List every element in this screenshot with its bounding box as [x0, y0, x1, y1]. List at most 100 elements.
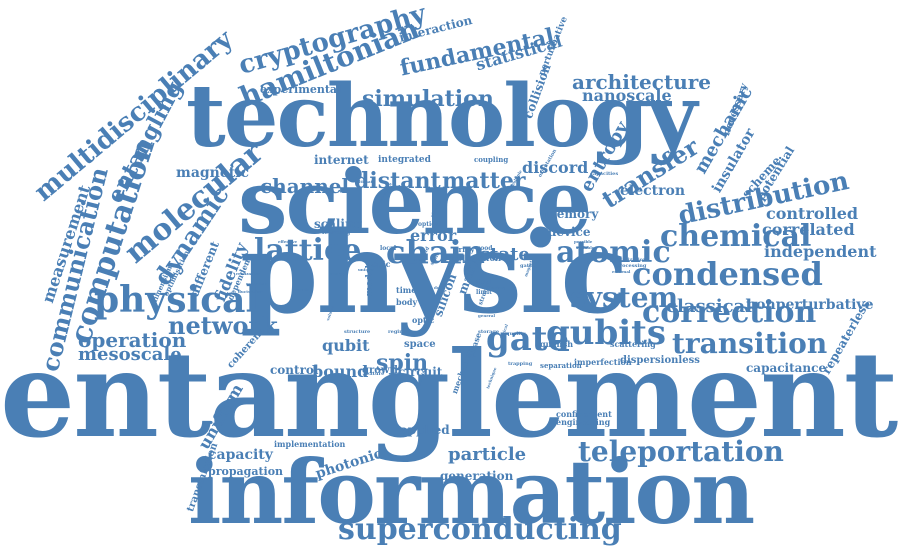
word-growth: growth [362, 365, 402, 376]
word-condensed: condensed [632, 255, 823, 293]
word-propagation: propagation [208, 465, 284, 478]
word-spin: spin [376, 350, 429, 376]
word-local: local [380, 245, 397, 252]
word-trapping: trapping [508, 361, 533, 367]
word-technology: technology [186, 66, 697, 167]
word-scattering: scattering [610, 339, 656, 349]
word-correction: correction [642, 295, 817, 330]
word-learning: learning [322, 229, 351, 236]
word-system: system [570, 281, 679, 314]
word-state: state [480, 244, 530, 265]
word-array: array [454, 245, 475, 254]
word-chemical: chemical [660, 219, 812, 254]
word-gate: gate [486, 319, 570, 359]
word-capacitance: capacitance [746, 361, 827, 375]
word-operation: operation [78, 328, 187, 352]
word-localization: localization [614, 257, 647, 263]
word-superconducting: superconducting [338, 512, 622, 547]
word-simulation: simulation [362, 86, 494, 112]
word-field: field [476, 279, 491, 286]
word-processing: processing [616, 263, 647, 269]
word-scalable: scalable [576, 245, 595, 250]
word-physic: physic [240, 208, 629, 339]
word-bosonic: bosonic [292, 287, 310, 292]
word-magnetic: magnetic [176, 165, 250, 181]
word-ultimate: ultimate [356, 179, 376, 184]
word-regime: regime [388, 329, 408, 335]
word-realization: realization [236, 271, 261, 276]
word-internet: internet [314, 153, 369, 167]
word-feature: feature [364, 371, 385, 377]
word-body: body [396, 297, 418, 307]
word-optical: optical [418, 221, 442, 228]
word-chain: chain [386, 233, 485, 271]
word-quench: quench [540, 339, 574, 349]
word-independent: independent [764, 242, 877, 261]
word-generation: generation [440, 469, 514, 483]
word-time: time [396, 285, 417, 295]
word-memory: memory [544, 207, 599, 221]
word-device: device [548, 225, 591, 239]
word-discord: discord [522, 158, 589, 177]
word-dot: dot [434, 285, 442, 290]
word-applied: applied [400, 423, 450, 437]
word-architecture: architecture [572, 70, 711, 94]
word-unique: unique [358, 267, 374, 272]
word-channel: channel [260, 174, 350, 198]
word-good: good [476, 245, 493, 252]
word-effective: effective [278, 239, 298, 244]
word-atomic: atomic [556, 235, 671, 270]
word-distant: distant [354, 168, 441, 194]
word-matter: matter [442, 168, 526, 194]
word-possible: possible [574, 239, 593, 244]
word-energy: energy [330, 271, 346, 276]
word-particle: particle [448, 444, 527, 465]
word-error: error [410, 226, 457, 245]
word-entanglement: entanglement [0, 325, 898, 464]
word-integrated: integrated [378, 155, 431, 165]
word-quality: quality [506, 331, 526, 337]
word-storage: storage [478, 329, 500, 335]
word-confinement: confinement [556, 409, 612, 419]
word-space: space [404, 339, 436, 350]
word-evolution: evolution [246, 281, 267, 286]
word-optic: optic [412, 315, 435, 325]
word-experimental: experimental [260, 83, 342, 96]
word-physical: physical [94, 279, 260, 321]
word-correlated: correlated [762, 220, 855, 239]
word-teleportation: teleportation [578, 435, 784, 468]
word-wave: wave [414, 257, 425, 262]
word-nanoscale: nanoscale [582, 86, 672, 105]
word-qubits: qubits [546, 313, 667, 353]
word-separation: separation [540, 361, 582, 370]
word-transition: transition [672, 327, 828, 360]
word-nonperturbative: nonperturbative [746, 297, 874, 313]
word-factory: factory [490, 285, 506, 290]
word-dispersionless: dispersionless [620, 355, 700, 366]
word-gating: gating [520, 263, 539, 269]
word-qubit: qubit [322, 336, 370, 355]
word-control: control [270, 363, 319, 377]
word-bound: bound [312, 362, 369, 381]
word-electron: electron [620, 183, 686, 199]
word-imperfection: imperfection [574, 357, 632, 367]
word-lattice: lattice [254, 233, 362, 268]
word-structure: structure [344, 329, 371, 335]
word-capacity: capacity [208, 447, 273, 463]
word-scaling: scaling [314, 217, 363, 231]
word-coupling: coupling [474, 155, 509, 164]
word-circuit: circuit [398, 365, 443, 379]
word-information: information [188, 440, 755, 544]
word-engineering: engineering [556, 417, 611, 427]
word-capacities: capacities [590, 171, 619, 177]
word-mesoscale: mesoscale [78, 344, 182, 365]
word-implementation: implementation [274, 439, 346, 449]
word-controlled: controlled [766, 204, 859, 223]
word-science: science [238, 150, 592, 254]
word-classical: classical [666, 296, 753, 317]
word-fluctuation: fluctuation [238, 289, 263, 294]
word-external: external [612, 269, 631, 274]
word-topic: topic [368, 259, 391, 269]
word-network: network [168, 311, 278, 340]
